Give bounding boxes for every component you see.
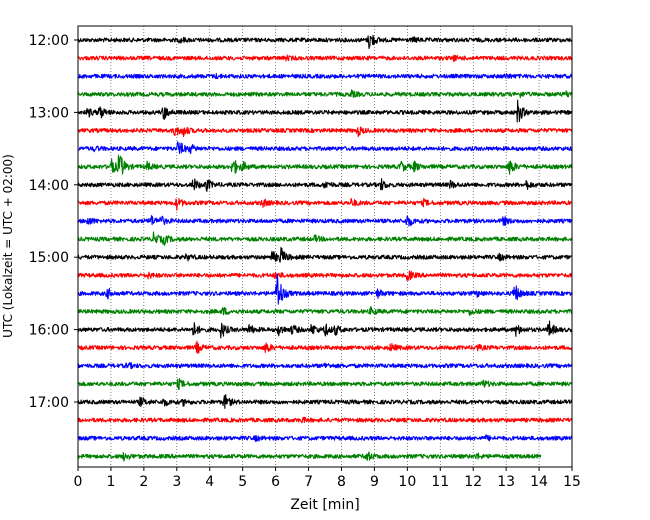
trace-row (77, 34, 573, 49)
x-tick-label: 11 (431, 474, 449, 490)
x-tick-label: 3 (172, 474, 181, 490)
y-axis-ticks: 12:00 13:00 14:00 15:00 16:00 17:00 (29, 33, 78, 411)
trace-row (77, 178, 573, 192)
trace-row (77, 54, 573, 62)
trace-row (77, 126, 573, 138)
y-axis-label: UTC (Lokalzeit = UTC + 02:00) (1, 154, 15, 338)
trace-row (77, 99, 573, 123)
x-tick-label: 6 (271, 474, 280, 490)
x-tick-label: 10 (398, 474, 416, 490)
y-tick-label: 14:00 (29, 178, 69, 194)
trace-row (77, 215, 573, 227)
x-tick-label: 5 (238, 474, 247, 490)
x-tick-label: 13 (497, 474, 515, 490)
x-tick-label: 8 (337, 474, 346, 490)
x-tick-label: 7 (304, 474, 313, 490)
x-tick-label: 1 (106, 474, 115, 490)
plot-frame (77, 25, 573, 468)
x-tick-label: 9 (370, 474, 379, 490)
x-axis-label: Zeit [min] (290, 497, 359, 513)
trace-row (77, 434, 573, 443)
seismogram-traces (77, 34, 573, 462)
trace-row (77, 197, 573, 211)
trace-row (77, 340, 573, 354)
trace-row (77, 394, 573, 409)
trace-row (77, 416, 573, 424)
x-tick-label: 12 (464, 474, 482, 490)
y-tick-label: 15:00 (29, 250, 69, 266)
x-tick-label: 0 (74, 474, 83, 490)
trace-row (77, 362, 573, 370)
x-tick-label: 2 (139, 474, 148, 490)
trace-row (77, 273, 573, 305)
trace-row (77, 377, 573, 391)
y-tick-label: 16:00 (29, 323, 69, 339)
x-tick-label: 14 (530, 474, 548, 490)
trace-row (77, 231, 573, 246)
x-tick-label: 4 (205, 474, 214, 490)
trace-row (77, 72, 573, 80)
trace-row (77, 154, 573, 175)
y-tick-label: 13:00 (29, 105, 69, 121)
trace-row (77, 89, 573, 99)
trace-row (77, 451, 542, 462)
trace-row (77, 270, 573, 281)
x-axis-ticks: 0 1 2 3 4 5 6 7 8 9 10 11 12 13 14 15 (74, 467, 581, 490)
trace-row (77, 141, 573, 155)
x-tick-label: 15 (563, 474, 581, 490)
trace-row (77, 306, 573, 317)
trace-row (77, 320, 573, 339)
y-tick-label: 17:00 (29, 395, 69, 411)
y-tick-label: 12:00 (29, 33, 69, 49)
trace-row (77, 246, 573, 263)
